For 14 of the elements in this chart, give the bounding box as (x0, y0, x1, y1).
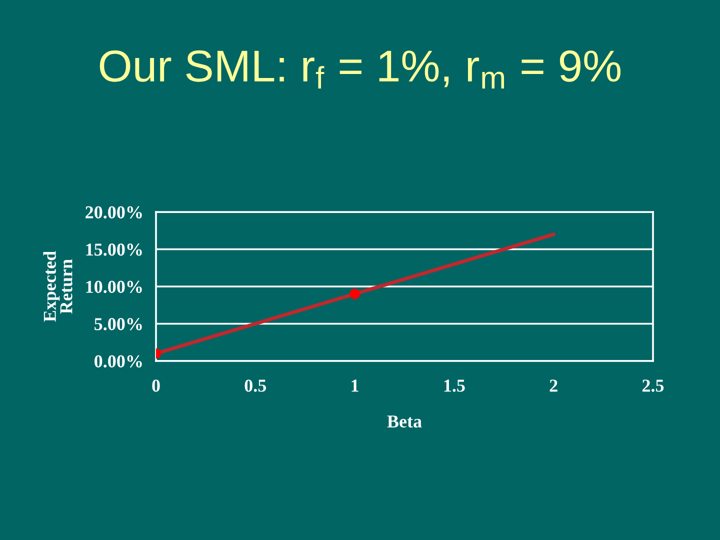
y-tick-label: 20.00% (86, 206, 142, 219)
x-tick-label: 0.5 (244, 380, 266, 392)
y-tick-label: 10.00% (86, 280, 142, 294)
y-tick-label: 5.00% (94, 318, 142, 330)
x-tick-label: 0 (152, 380, 160, 392)
y-tick-label: 0.00% (94, 355, 142, 368)
x-tick-label: 1.5 (444, 380, 465, 392)
y-tick-label: 15.00% (86, 244, 142, 256)
x-tick-label: 2.5 (642, 380, 664, 392)
y-axis-title: Expected Return (43, 251, 72, 322)
chart-title: Our SML: r$_{f}$ = 1%, r$_{m}$ = 9% (100, 50, 621, 88)
x-axis-title: Beta (387, 416, 422, 428)
x-tick-label: 2 (550, 380, 558, 392)
x-tick-label: 1 (352, 380, 358, 392)
